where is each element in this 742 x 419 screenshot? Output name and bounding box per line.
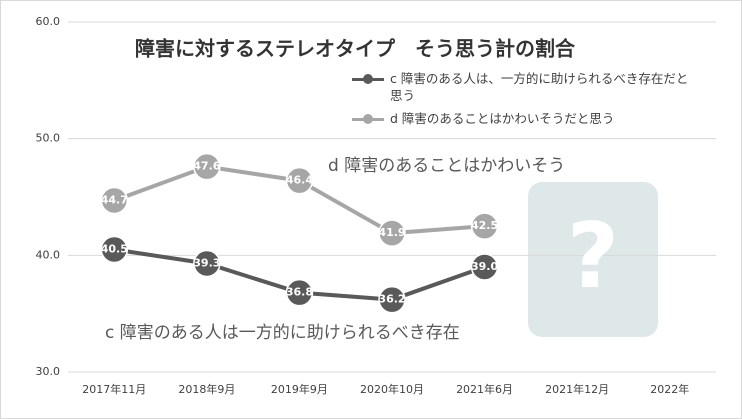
y-tick-label: 40.0 — [36, 248, 61, 261]
legend-item: d 障害のあることはかわいそうだと思う — [352, 110, 692, 127]
data-label: 44.7 — [101, 194, 128, 207]
legend-label: d 障害のあることはかわいそうだと思う — [390, 111, 615, 126]
point — [378, 219, 406, 247]
chart-title: 障害に対するステレオタイプ そう思う計の割合 — [135, 37, 576, 61]
data-label: 36.8 — [286, 286, 313, 299]
data-label: 42.5 — [471, 219, 498, 232]
point — [378, 285, 406, 314]
point — [285, 166, 314, 195]
data-label: 47.6 — [193, 160, 220, 173]
legend-marker — [363, 114, 373, 124]
point — [285, 278, 314, 307]
question-box — [528, 182, 658, 337]
point — [100, 186, 129, 215]
y-tick-label: 50.0 — [36, 132, 61, 145]
x-tick-label: 2020年10月 — [360, 382, 424, 396]
point — [470, 253, 499, 281]
y-tick-label: 30.0 — [36, 365, 61, 378]
x-tick-label: 2022年 — [650, 382, 689, 396]
point — [470, 212, 499, 240]
data-label: 46.4 — [286, 174, 313, 187]
x-tick-label: 2021年12月 — [545, 382, 609, 396]
y-tick-label: 60.0 — [36, 15, 61, 28]
point — [193, 152, 221, 181]
x-tick-label: 2017年11月 — [82, 382, 146, 396]
x-tick-label: 2019年9月 — [271, 382, 328, 396]
data-label: 36.2 — [378, 293, 405, 306]
annotation: d 障害のあることはかわいそう — [328, 156, 565, 176]
data-label: 39.3 — [193, 257, 220, 270]
data-label: 39.0 — [471, 260, 498, 273]
legend-marker — [363, 74, 373, 84]
annotation: ? — [567, 204, 619, 309]
legend: c 障害のある人は、一方的に助けられるべき存在だと思う d 障害のあることはかわい… — [352, 70, 692, 133]
x-tick-label: 2021年6月 — [456, 382, 513, 396]
point — [193, 249, 221, 278]
point — [100, 235, 129, 264]
legend-item: c 障害のある人は、一方的に助けられるべき存在だと思う — [352, 70, 692, 104]
x-tick-label: 2018年9月 — [178, 382, 235, 396]
data-label: 40.5 — [101, 243, 128, 256]
annotation: c 障害のある人は一方的に助けられるべき存在 — [105, 323, 460, 343]
data-label: 41.9 — [378, 226, 405, 239]
legend-label: c 障害のある人は、一方的に助けられるべき存在だと思う — [390, 71, 689, 103]
